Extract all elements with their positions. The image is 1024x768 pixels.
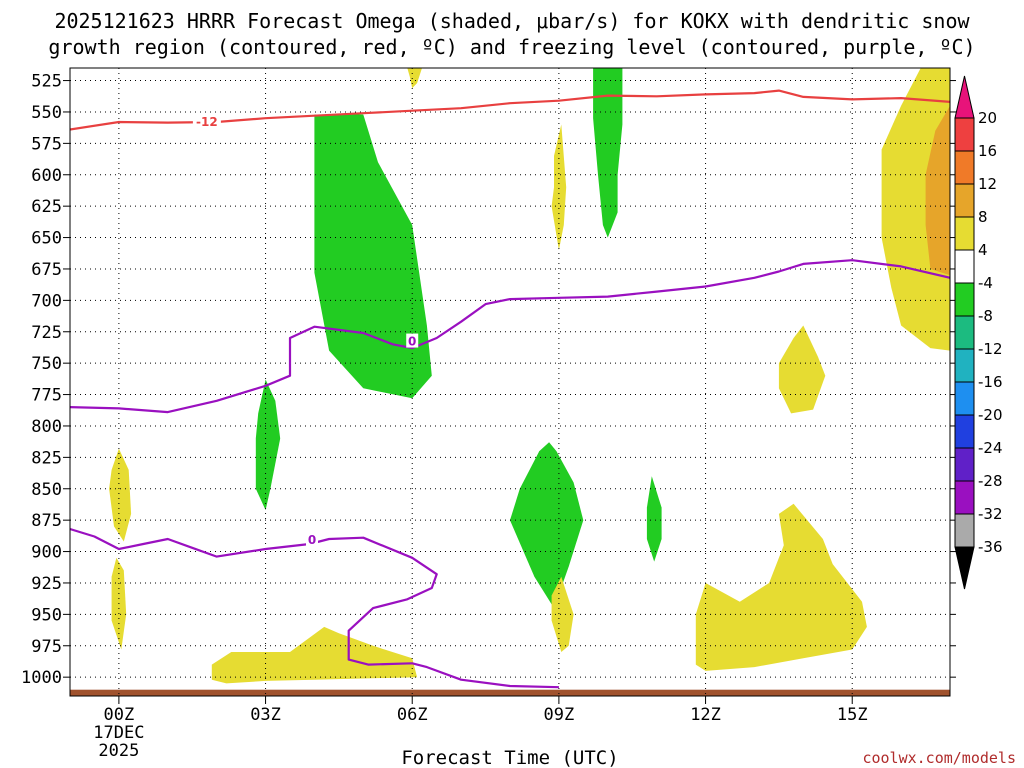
y-tick-label-725: 725 bbox=[31, 323, 62, 343]
omega-pos-6-top bbox=[407, 68, 422, 89]
colorbar-label-12: -32 bbox=[978, 505, 1003, 523]
y-tick-label-625: 625 bbox=[31, 197, 62, 217]
omega-pos-6-mid-right bbox=[778, 325, 826, 414]
y-tick-label-800: 800 bbox=[31, 417, 62, 437]
x-tick-label-15Z: 15Z bbox=[837, 705, 868, 725]
omega-pos-6-bottom-left bbox=[211, 626, 418, 684]
colorbar-swatch-2 bbox=[954, 183, 975, 218]
freezing-level-lower-label-bg bbox=[306, 532, 318, 546]
omega-pos-6-right-edge bbox=[881, 68, 950, 351]
colorbar-label-2: 12 bbox=[978, 175, 997, 193]
colorbar-label-5: -4 bbox=[978, 274, 993, 292]
x-tick-label-06Z: 06Z bbox=[397, 705, 428, 725]
colorbar-swatch-7 bbox=[954, 348, 975, 383]
colorbar-label-9: -20 bbox=[978, 406, 1003, 424]
omega-neg-6-small bbox=[646, 476, 662, 562]
dgz-minus-12-line-label: -12 bbox=[196, 115, 218, 129]
chart-title-line1: 2025121623 HRRR Forecast Omega (shaded, … bbox=[54, 9, 970, 33]
grid-lines bbox=[70, 68, 950, 696]
colorbar-label-10: -24 bbox=[978, 439, 1003, 457]
y-tick-label-700: 700 bbox=[31, 291, 62, 311]
x-tick-label-00Z: 00Z bbox=[104, 705, 135, 725]
freezing-level-lower-label: 0 bbox=[308, 533, 316, 547]
omega-neg-6-mid bbox=[510, 442, 584, 609]
x-tick-date-label: 17DEC bbox=[93, 723, 144, 743]
colorbar-label-11: -28 bbox=[978, 472, 1003, 490]
omega-neg-6-mid-left bbox=[255, 379, 281, 511]
contour-lines: -12 0 0 bbox=[70, 89, 950, 689]
y-tick-label-525: 525 bbox=[31, 72, 62, 92]
credit-text: coolwx.com/models bbox=[862, 749, 1016, 767]
y-axis-ticks: 525 550 575 600 625 650 675 700 725 750 775 800 825 8… bbox=[21, 72, 956, 688]
plot-frame bbox=[69, 67, 951, 697]
colorbar-swatch-5 bbox=[954, 282, 975, 317]
omega-pos-6-left-upper bbox=[109, 448, 132, 542]
y-tick-label-1000: 1000 bbox=[21, 668, 62, 688]
y-tick-label-875: 875 bbox=[31, 511, 62, 531]
colorbar-top-arrow bbox=[954, 75, 975, 119]
omega-pos-6-small-lower bbox=[551, 576, 574, 652]
colorbar-swatch-8 bbox=[954, 381, 975, 416]
colorbar-swatch-12 bbox=[954, 513, 975, 548]
y-tick-label-925: 925 bbox=[31, 574, 62, 594]
y-tick-label-550: 550 bbox=[31, 103, 62, 123]
colorbar-label-7: -12 bbox=[978, 340, 1003, 358]
y-tick-label-650: 650 bbox=[31, 229, 62, 249]
y-tick-label-850: 850 bbox=[31, 480, 62, 500]
colorbar: 20 16 12 8 4 -4 -8 -12 -16 -20 -24 -28 -32 -36 bbox=[954, 75, 1003, 590]
x-tick-label-03Z: 03Z bbox=[250, 705, 281, 725]
colorbar-swatch-1 bbox=[954, 150, 975, 185]
y-tick-label-900: 900 bbox=[31, 543, 62, 563]
y-tick-label-675: 675 bbox=[31, 260, 62, 280]
colorbar-label-6: -8 bbox=[978, 307, 993, 325]
y-tick-label-825: 825 bbox=[31, 448, 62, 468]
ground-layer bbox=[70, 689, 950, 696]
omega-neg-6-upper-right bbox=[593, 68, 623, 238]
colorbar-swatch-3 bbox=[954, 216, 975, 251]
colorbar-label-8: -16 bbox=[978, 373, 1003, 391]
freezing-level-upper bbox=[70, 259, 950, 414]
y-tick-label-750: 750 bbox=[31, 354, 62, 374]
omega-neg-6-main bbox=[314, 114, 432, 399]
omega-pos-6-upper bbox=[551, 124, 567, 251]
chart-title-line2: growth region (contoured, red, ºC) and f… bbox=[48, 35, 975, 59]
y-tick-label-950: 950 bbox=[31, 605, 62, 625]
colorbar-bottom-arrow bbox=[954, 546, 975, 590]
x-axis-title: Forecast Time (UTC) bbox=[401, 747, 618, 768]
freezing-level-upper-label-bg bbox=[406, 333, 419, 348]
ground-strip bbox=[70, 689, 950, 696]
dgz-minus-12-line bbox=[70, 89, 950, 131]
omega-pos-10-right bbox=[925, 105, 950, 276]
colorbar-swatch-6 bbox=[954, 315, 975, 350]
freezing-level-lower bbox=[70, 527, 559, 689]
colorbar-swatch-0 bbox=[954, 117, 975, 152]
omega-shading bbox=[109, 68, 950, 684]
y-tick-label-975: 975 bbox=[31, 637, 62, 657]
omega-pos-6-lower-right bbox=[695, 503, 867, 671]
colorbar-label-0: 20 bbox=[978, 109, 997, 127]
y-tick-label-600: 600 bbox=[31, 166, 62, 186]
colorbar-label-1: 16 bbox=[978, 142, 997, 160]
colorbar-label-3: 8 bbox=[978, 208, 988, 226]
y-tick-label-775: 775 bbox=[31, 386, 62, 406]
dgz-minus-12-line-label-bg bbox=[192, 113, 221, 128]
colorbar-swatch-10 bbox=[954, 447, 975, 482]
colorbar-label-13: -36 bbox=[978, 538, 1003, 556]
colorbar-swatch-4 bbox=[954, 249, 975, 284]
freezing-level-upper-label: 0 bbox=[408, 335, 416, 349]
x-tick-year-label: 2025 bbox=[98, 741, 139, 761]
colorbar-label-4: 4 bbox=[978, 241, 988, 259]
x-tick-label-09Z: 09Z bbox=[544, 705, 575, 725]
colorbar-swatch-9 bbox=[954, 414, 975, 449]
y-tick-label-575: 575 bbox=[31, 134, 62, 154]
colorbar-swatch-11 bbox=[954, 480, 975, 515]
x-tick-label-12Z: 12Z bbox=[690, 705, 721, 725]
